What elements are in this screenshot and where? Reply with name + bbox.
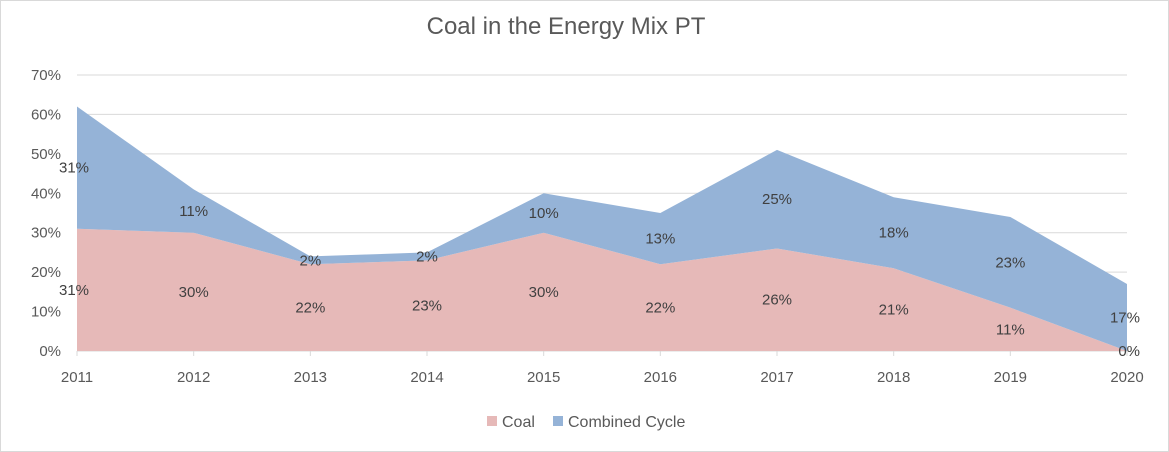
data-label: 25% [762, 191, 792, 208]
x-tick-label: 2016 [644, 369, 677, 386]
data-label: 30% [529, 284, 559, 301]
data-label: 11% [996, 321, 1025, 338]
x-tick-label: 2019 [994, 369, 1027, 386]
data-label: 11% [179, 203, 208, 220]
y-tick-label: 30% [31, 225, 61, 242]
x-tick-label: 2020 [1110, 369, 1143, 386]
data-label: 22% [645, 300, 675, 317]
data-label: 13% [645, 231, 675, 248]
data-label: 23% [995, 254, 1025, 271]
y-tick-label: 60% [31, 106, 61, 123]
data-label: 18% [879, 225, 909, 242]
x-tick-label: 2013 [294, 369, 327, 386]
chart-title: Coal in the Energy Mix PT [427, 13, 706, 40]
y-tick-label: 40% [31, 185, 61, 202]
data-labels: 31% 30% 22% 23% 30% 22% 26% 21% 11% 0% 31% 11% 2% 2% 1… [59, 160, 1140, 360]
data-label: 10% [529, 205, 559, 222]
area-combined-cycle [77, 106, 1127, 352]
y-tick-label: 70% [31, 67, 61, 84]
data-label: 17% [1110, 309, 1140, 326]
data-label: 0% [1118, 343, 1140, 360]
x-tick-label: 2012 [177, 369, 210, 386]
x-tick-label: 2014 [410, 369, 443, 386]
x-tick-label: 2015 [527, 369, 560, 386]
y-tick-label: 0% [39, 343, 61, 360]
y-axis-ticks: 0% 10% 20% 30% 40% 50% 60% 70% [31, 67, 61, 360]
legend-label: Coal [502, 414, 535, 431]
data-label: 2% [416, 248, 438, 265]
data-label: 2% [299, 252, 321, 269]
y-tick-label: 20% [31, 264, 61, 281]
x-tick-label: 2017 [760, 369, 793, 386]
legend-swatch [487, 416, 497, 426]
legend-swatch [553, 416, 563, 426]
y-tick-label: 10% [31, 304, 61, 321]
data-label: 31% [59, 282, 89, 299]
data-label: 31% [59, 160, 89, 177]
data-label: 26% [762, 292, 792, 309]
x-axis-ticks: 2011 2012 2013 2014 2015 2016 2017 2018 2019 2020 [61, 351, 1144, 386]
plot-areas [77, 106, 1127, 352]
data-label: 23% [412, 298, 442, 315]
x-tick-label: 2011 [61, 369, 93, 386]
data-label: 22% [295, 300, 325, 317]
legend-label: Combined Cycle [568, 414, 685, 431]
data-label: 21% [879, 302, 909, 319]
data-label: 30% [179, 284, 209, 301]
area-coal [77, 228, 1127, 351]
y-tick-label: 50% [31, 146, 61, 163]
x-tick-label: 2018 [877, 369, 910, 386]
legend: Coal Combined Cycle [487, 414, 685, 431]
